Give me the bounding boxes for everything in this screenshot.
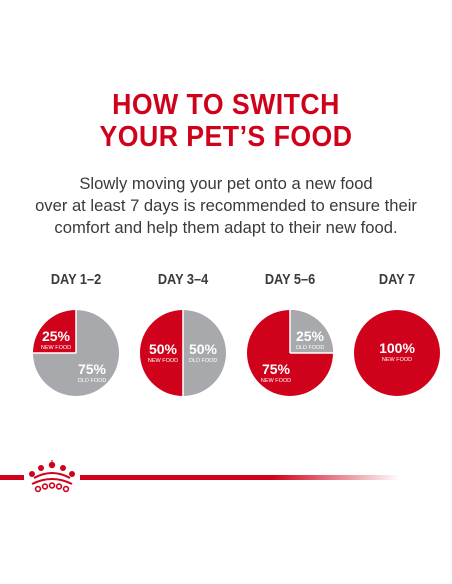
new-food-percent: 50% xyxy=(149,341,178,357)
title-line-1: HOW TO SWITCH xyxy=(112,89,340,121)
footer-rule-left xyxy=(0,475,24,480)
pie-day-3-4: 50% NEW FOOD 50% OLD FOOD xyxy=(140,310,226,396)
intro-text: Slowly moving your pet onto a new food o… xyxy=(10,173,442,239)
stage-day-7: DAY 7 100% NEW FOOD xyxy=(349,271,445,397)
old-food-label: OLD FOOD xyxy=(189,358,218,364)
intro-line-2: over at least 7 days is recommended to e… xyxy=(35,196,417,215)
old-food-percent: 25% xyxy=(296,328,325,344)
intro-line-1: Slowly moving your pet onto a new food xyxy=(79,174,373,193)
new-food-percent: 25% xyxy=(42,328,71,344)
stage-day-1-2: DAY 1–2 25% NEW FOOD 75% OLD FOOD xyxy=(28,271,124,397)
stage-day-5-6: DAY 5–6 25% OLD FOOD 75% NEW FOOD xyxy=(242,271,338,397)
intro-line-3: comfort and help them adapt to their new… xyxy=(54,218,398,237)
new-food-label: NEW FOOD xyxy=(261,378,291,384)
stage-day-label: DAY 1–2 xyxy=(50,271,102,288)
old-food-percent: 50% xyxy=(189,341,218,357)
stage-day-label: DAY 3–4 xyxy=(157,271,209,288)
old-food-label: OLD FOOD xyxy=(296,345,325,351)
stage-day-3-4: DAY 3–4 50% NEW FOOD 50% OLD FOOD xyxy=(135,271,231,397)
title-line-2: YOUR PET’S FOOD xyxy=(99,121,353,153)
new-food-slice xyxy=(33,310,76,353)
pie-day-1-2: 25% NEW FOOD 75% OLD FOOD xyxy=(33,310,119,396)
pie-day-7: 100% NEW FOOD xyxy=(354,310,440,396)
stage-day-label: DAY 5–6 xyxy=(264,271,316,288)
new-food-slice xyxy=(354,310,440,396)
footer-rule-right xyxy=(80,475,400,480)
old-food-label: OLD FOOD xyxy=(78,378,107,384)
old-food-slice xyxy=(290,310,333,353)
page-title: HOW TO SWITCH YOUR PET’S FOOD xyxy=(18,89,434,153)
stage-day-label: DAY 7 xyxy=(378,271,416,288)
new-food-label: NEW FOOD xyxy=(148,358,178,364)
royal-canin-crown-icon xyxy=(29,460,75,493)
old-food-percent: 75% xyxy=(78,361,107,377)
new-food-percent: 100% xyxy=(379,340,415,356)
pie-day-5-6: 25% OLD FOOD 75% NEW FOOD xyxy=(247,310,333,396)
new-food-slice xyxy=(140,310,183,396)
new-food-percent: 75% xyxy=(262,361,291,377)
new-food-label: NEW FOOD xyxy=(41,345,71,351)
new-food-label: NEW FOOD xyxy=(382,357,412,363)
